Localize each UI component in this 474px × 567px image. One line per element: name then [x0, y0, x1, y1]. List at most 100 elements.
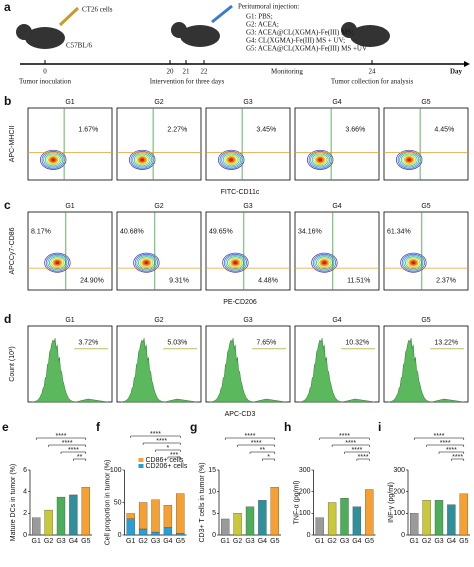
- legend-swatch: [138, 458, 144, 462]
- significance-bracket: [48, 444, 87, 447]
- panel-label: c: [4, 198, 11, 212]
- x-tick-label: G1: [315, 538, 324, 545]
- significance-label: ****: [339, 433, 350, 440]
- y-tick-label: 0: [307, 532, 311, 539]
- panel-label: d: [4, 312, 11, 326]
- significance-label: ****: [452, 454, 463, 461]
- y-axis-label: TNF-α (pg/ml): [293, 481, 300, 525]
- bar: [270, 487, 279, 536]
- gate-percent: 49.65%: [209, 228, 233, 235]
- plot-frame: [383, 107, 469, 181]
- significance-bracket: [224, 437, 276, 440]
- plot-frame: [294, 211, 380, 291]
- histogram-shape: [387, 338, 465, 403]
- y-axis-label: INF-γ (pg/ml): [388, 482, 395, 523]
- group-title: G4: [332, 317, 341, 324]
- x-tick-label: G3: [340, 538, 349, 545]
- arrow-head: [464, 61, 470, 67]
- contour: [400, 153, 418, 167]
- bar: [352, 506, 362, 536]
- contour: [318, 158, 323, 162]
- contour: [400, 252, 427, 273]
- x-tick-label: G3: [434, 538, 443, 545]
- x-axis-label: FITC-CD11c: [221, 189, 260, 196]
- group-title: G5: [421, 317, 430, 324]
- day-label: 21: [183, 68, 191, 76]
- significance-label: ****: [156, 438, 167, 445]
- bar-segment: [176, 533, 185, 536]
- significance-label: ***: [170, 452, 178, 459]
- plot-frame: [205, 107, 291, 181]
- group-title: G4: [332, 99, 341, 106]
- x-tick-label: G5: [270, 538, 279, 545]
- bar: [233, 513, 242, 536]
- bar-segment: [126, 513, 135, 519]
- bar-segment: [138, 502, 148, 530]
- y-tick-label: 200: [393, 489, 405, 496]
- group-title: G3: [243, 99, 252, 106]
- significance-bracket: [60, 451, 87, 454]
- bar: [434, 500, 444, 536]
- y-tick-label: 300: [299, 467, 311, 474]
- contour: [140, 158, 145, 162]
- plot-frame: [27, 211, 113, 291]
- contour: [314, 255, 335, 271]
- y-tick-label: 4: [23, 489, 27, 496]
- x-tick-label: G2: [44, 538, 53, 545]
- y-tick-label: 6: [23, 467, 27, 474]
- significance-label: ****: [245, 433, 256, 440]
- group-title: G2: [154, 203, 163, 210]
- gate-percent: 2.37%: [436, 277, 456, 284]
- gate-percent: 3.45%: [256, 126, 276, 133]
- bar: [315, 517, 324, 536]
- plot-frame: [27, 325, 113, 403]
- significance-label: ****: [351, 447, 362, 454]
- legend-swatch: [138, 464, 144, 468]
- significance-label: ****: [434, 433, 445, 440]
- contour: [144, 261, 149, 265]
- significance-label: *: [267, 454, 270, 461]
- contour: [222, 252, 249, 273]
- bar: [245, 506, 255, 536]
- bar: [32, 517, 41, 536]
- group-title: G1: [65, 203, 74, 210]
- y-axis-label: Cell proportion in tumor (%): [104, 460, 111, 546]
- significance-bracket: [451, 458, 465, 461]
- legend-label: CD86+ cells: [146, 457, 184, 464]
- significance-bracket: [237, 444, 276, 447]
- x-tick-label: G4: [447, 538, 456, 545]
- gate-percent: 4.45%: [434, 126, 454, 133]
- x-tick-label: G5: [176, 538, 185, 545]
- group-title: G1: [65, 99, 74, 106]
- gate-percent: 3.66%: [345, 126, 365, 133]
- group-legend: G2: ACEA;: [246, 21, 279, 29]
- gate-percent: 1.67%: [78, 126, 98, 133]
- contour: [226, 256, 244, 270]
- contour: [135, 154, 150, 166]
- contour: [401, 253, 425, 272]
- x-tick-label: G3: [245, 538, 254, 545]
- bar-segment: [163, 527, 173, 536]
- event-label: Tumor inoculation: [19, 78, 72, 86]
- bar: [365, 489, 374, 536]
- histogram-shape: [120, 338, 198, 403]
- contour: [228, 257, 243, 268]
- group-title: G3: [243, 203, 252, 210]
- y-axis-label: APC-MHCII: [9, 126, 16, 163]
- contour: [128, 149, 156, 170]
- y-axis-label: Count (10³): [9, 346, 16, 381]
- x-tick-label: G1: [410, 538, 419, 545]
- y-tick-label: 300: [393, 467, 405, 474]
- plot-frame: [383, 325, 469, 403]
- significance-label: ****: [440, 440, 451, 447]
- x-tick-label: G5: [459, 538, 468, 545]
- mouse: [16, 22, 390, 49]
- significance-bracket: [262, 458, 276, 461]
- y-tick-label: 15: [208, 467, 216, 474]
- mouse-label: C57BL/6: [66, 42, 93, 50]
- group-title: G3: [243, 317, 252, 324]
- gate-percent: 7.65%: [256, 340, 276, 347]
- significance-label: ****: [345, 440, 356, 447]
- significance-label: ****: [251, 440, 262, 447]
- panel-label: b: [4, 94, 11, 108]
